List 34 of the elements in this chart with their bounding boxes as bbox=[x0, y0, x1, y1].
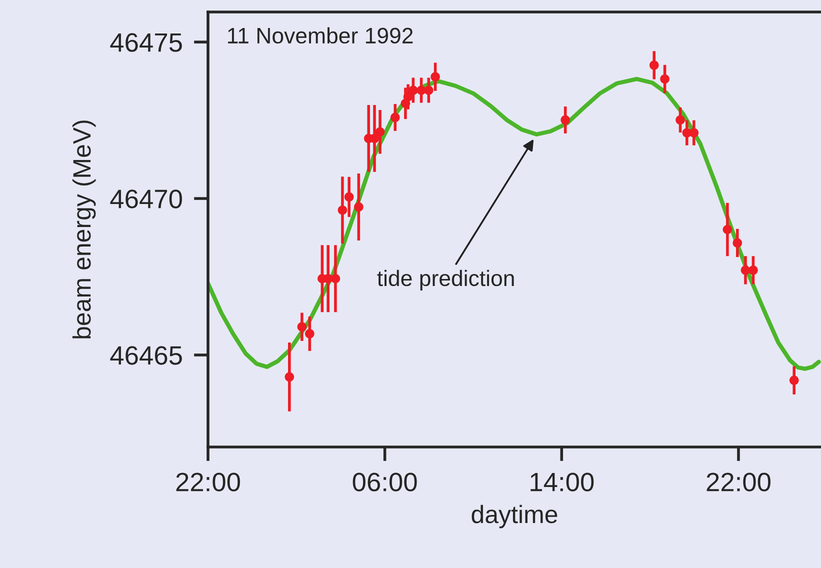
point bbox=[722, 224, 732, 234]
point bbox=[338, 205, 348, 215]
y-tick-label: 46465 bbox=[110, 346, 182, 365]
point bbox=[297, 322, 307, 332]
x-tick-label: 22:00 bbox=[706, 472, 770, 492]
point bbox=[732, 238, 742, 248]
x-axis-title: daytime bbox=[472, 504, 558, 528]
y-tick-label: 46470 bbox=[110, 190, 182, 208]
point bbox=[689, 128, 699, 138]
point bbox=[424, 86, 434, 95]
x-tick-label: 14:00 bbox=[530, 472, 594, 492]
annotation: 11 November 1992 bbox=[228, 27, 413, 44]
x-tick-label: 22:00 bbox=[176, 472, 240, 492]
point bbox=[375, 127, 385, 137]
point bbox=[408, 86, 418, 95]
point bbox=[344, 192, 354, 202]
point bbox=[430, 72, 440, 82]
y-tick-label: 46475 bbox=[110, 33, 182, 52]
point bbox=[789, 376, 799, 385]
point bbox=[660, 74, 670, 84]
point bbox=[305, 329, 314, 338]
point bbox=[649, 60, 659, 70]
point bbox=[676, 115, 685, 125]
y-axis-title: beam energy (MeV) bbox=[72, 120, 96, 338]
point bbox=[403, 92, 413, 102]
point bbox=[560, 115, 570, 125]
point bbox=[284, 372, 294, 382]
annotation: tide prediction bbox=[377, 270, 514, 291]
x-tick-label: 06:00 bbox=[352, 472, 417, 492]
point bbox=[740, 266, 750, 275]
point bbox=[748, 266, 758, 275]
point bbox=[354, 202, 364, 212]
point bbox=[390, 112, 400, 122]
point bbox=[330, 274, 340, 284]
